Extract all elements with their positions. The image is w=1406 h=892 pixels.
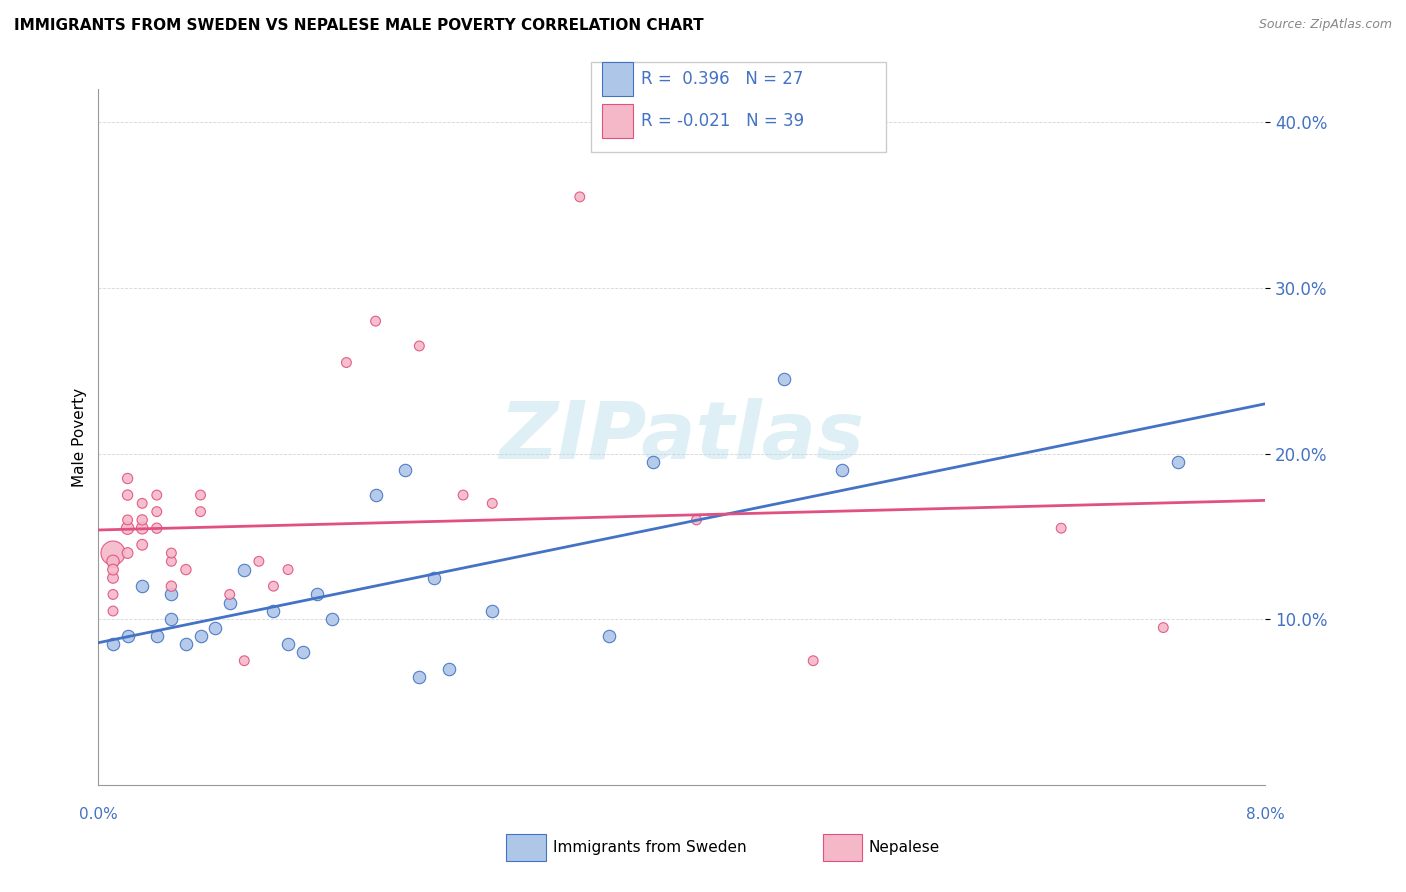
Text: Immigrants from Sweden: Immigrants from Sweden: [553, 840, 747, 855]
Point: [117, 521, 139, 535]
Point: [641, 455, 664, 469]
Point: [394, 463, 416, 477]
Point: [335, 355, 357, 369]
Point: [131, 513, 153, 527]
Point: [262, 604, 284, 618]
Point: [773, 372, 796, 386]
Point: [291, 645, 314, 659]
Point: [190, 488, 212, 502]
Text: IMMIGRANTS FROM SWEDEN VS NEPALESE MALE POVERTY CORRELATION CHART: IMMIGRANTS FROM SWEDEN VS NEPALESE MALE …: [14, 18, 703, 33]
Point: [101, 587, 124, 601]
Point: [277, 637, 299, 651]
Text: ZIPatlas: ZIPatlas: [499, 398, 865, 476]
Point: [408, 670, 430, 684]
Point: [160, 579, 183, 593]
Point: [423, 571, 446, 585]
Point: [101, 637, 124, 651]
Point: [451, 488, 474, 502]
Point: [160, 587, 183, 601]
Point: [146, 505, 169, 519]
Point: [117, 488, 139, 502]
Point: [174, 637, 197, 651]
Point: [364, 314, 387, 328]
Point: [1152, 621, 1174, 635]
Point: [131, 521, 153, 535]
Point: [101, 554, 124, 568]
Point: [233, 563, 256, 577]
Point: [160, 546, 183, 560]
Point: [174, 563, 197, 577]
Point: [117, 546, 139, 560]
Point: [131, 496, 153, 510]
Point: [160, 554, 183, 568]
Text: R = -0.021   N = 39: R = -0.021 N = 39: [641, 112, 804, 130]
Point: [117, 471, 139, 485]
Point: [307, 587, 329, 601]
Point: [101, 571, 124, 585]
Point: [101, 546, 124, 560]
Point: [801, 654, 824, 668]
Point: [247, 554, 270, 568]
Point: [204, 621, 226, 635]
Point: [481, 496, 503, 510]
Point: [131, 538, 153, 552]
Text: Nepalese: Nepalese: [869, 840, 941, 855]
Text: 8.0%: 8.0%: [1246, 807, 1285, 822]
Point: [101, 563, 124, 577]
Point: [146, 488, 169, 502]
Point: [117, 629, 139, 643]
Point: [598, 629, 620, 643]
Point: [481, 604, 503, 618]
Point: [101, 604, 124, 618]
Point: [831, 463, 853, 477]
Point: [408, 339, 430, 353]
Point: [262, 579, 284, 593]
Y-axis label: Male Poverty: Male Poverty: [72, 387, 87, 487]
Point: [218, 587, 240, 601]
Point: [146, 521, 169, 535]
Point: [437, 662, 460, 676]
Point: [160, 612, 183, 626]
Point: [321, 612, 343, 626]
Point: [190, 629, 212, 643]
Text: 0.0%: 0.0%: [79, 807, 118, 822]
Point: [117, 513, 139, 527]
Point: [146, 629, 169, 643]
Point: [190, 505, 212, 519]
Point: [685, 513, 707, 527]
Text: Source: ZipAtlas.com: Source: ZipAtlas.com: [1258, 18, 1392, 31]
Text: R =  0.396   N = 27: R = 0.396 N = 27: [641, 70, 803, 88]
Point: [1050, 521, 1073, 535]
Point: [233, 654, 256, 668]
Point: [568, 190, 591, 204]
Point: [277, 563, 299, 577]
Point: [364, 488, 387, 502]
Point: [131, 579, 153, 593]
Point: [1167, 455, 1189, 469]
Point: [218, 596, 240, 610]
